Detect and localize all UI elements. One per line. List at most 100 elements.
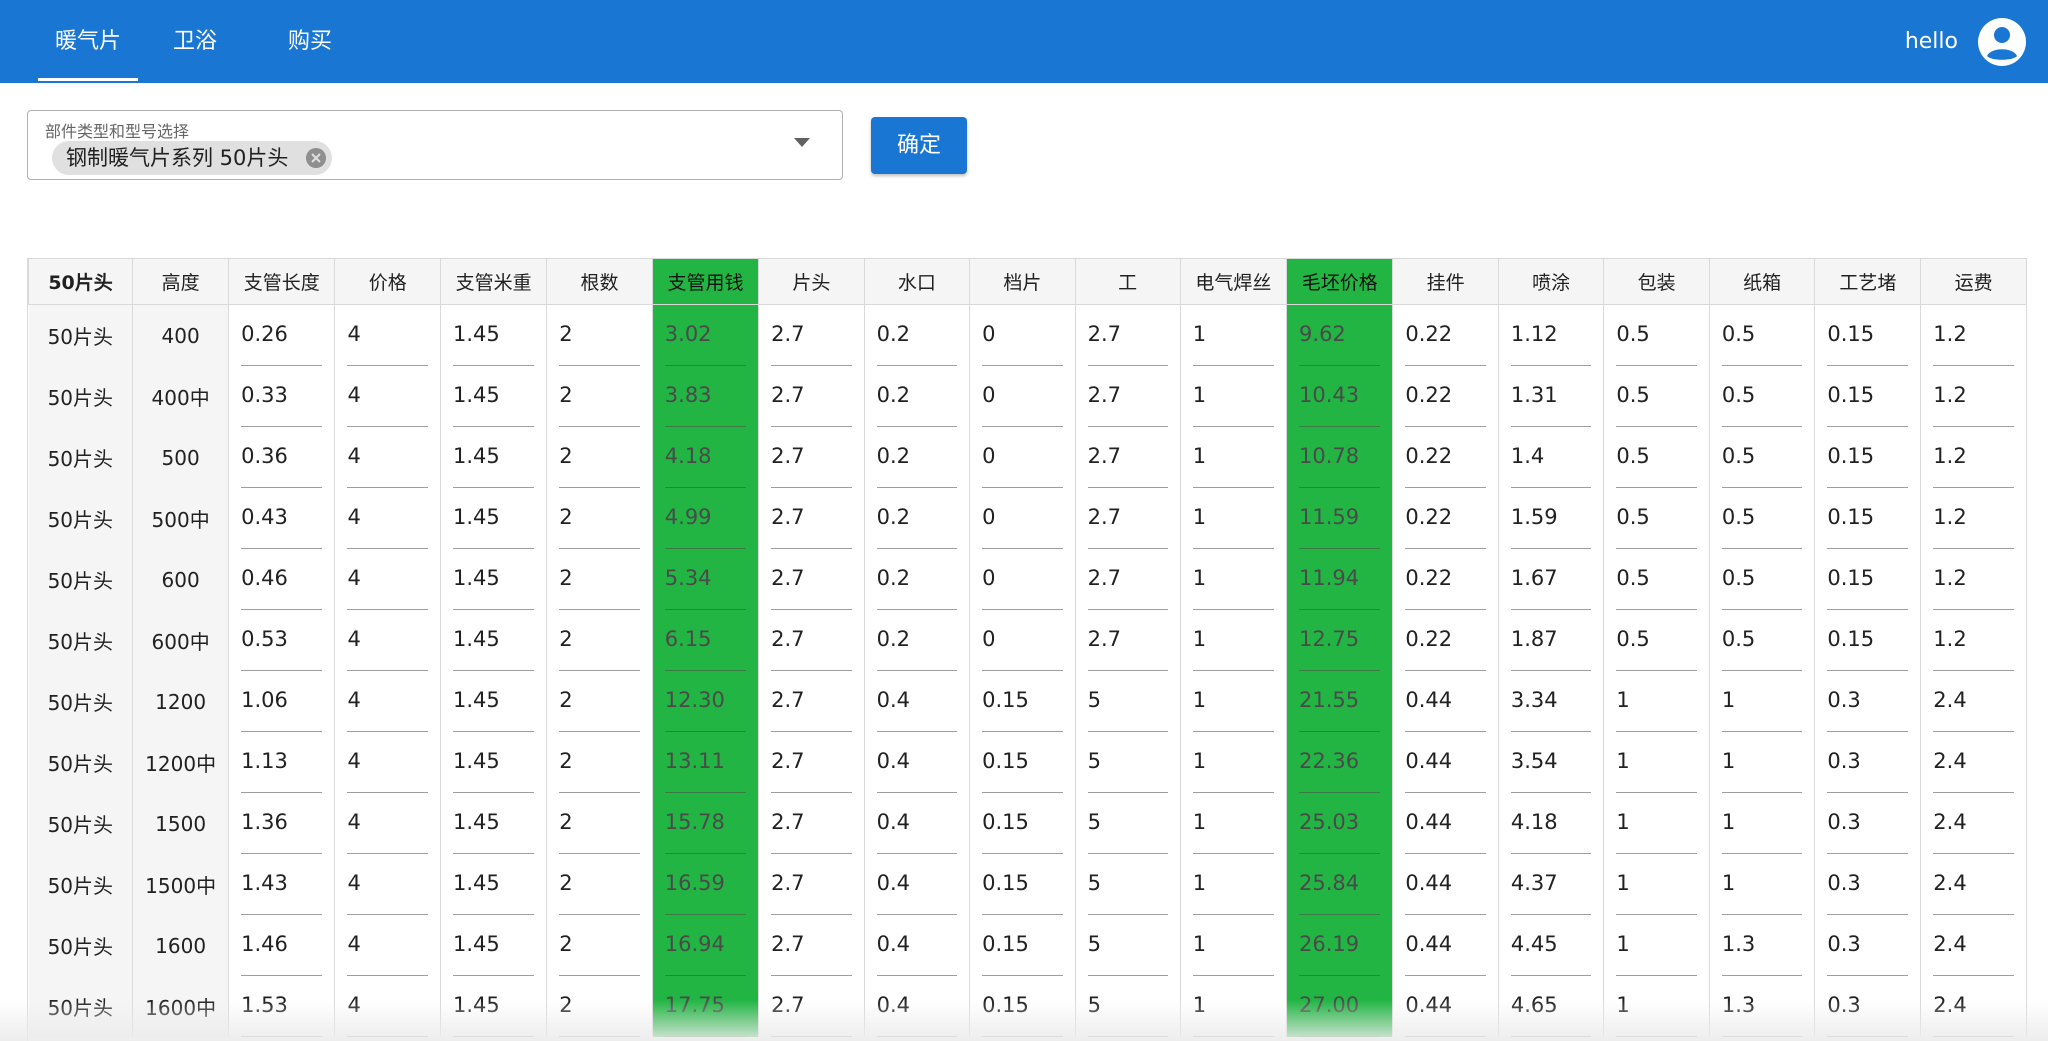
cell-value[interactable]: 2 <box>559 383 573 407</box>
cell-value[interactable]: 4 <box>347 932 361 956</box>
cell-value[interactable]: 0.15 <box>1827 627 1875 651</box>
cell-value[interactable]: 4 <box>347 566 361 590</box>
cell-value[interactable]: 1.45 <box>452 871 500 895</box>
cell-value[interactable]: 0.15 <box>982 871 1029 895</box>
editable-cell[interactable]: 1 <box>1180 488 1288 549</box>
editable-cell[interactable]: 25.03 <box>1286 793 1394 854</box>
editable-cell[interactable]: 1 <box>1603 732 1710 793</box>
cell-value[interactable]: 0.5 <box>1616 566 1650 590</box>
editable-cell[interactable]: 4 <box>334 366 441 427</box>
editable-cell[interactable]: 2.7 <box>758 732 865 793</box>
editable-cell[interactable]: 1.2 <box>1920 549 2027 610</box>
editable-cell[interactable]: 0.3 <box>1814 671 1922 732</box>
cell-value[interactable]: 16.94 <box>664 932 725 956</box>
editable-cell[interactable]: 25.84 <box>1286 854 1394 915</box>
cell-value[interactable]: 2.7 <box>1087 383 1122 407</box>
cell-value[interactable]: 2.4 <box>1933 932 1967 956</box>
cell-value[interactable]: 1 <box>1192 383 1207 407</box>
cell-value[interactable]: 2.7 <box>1087 322 1122 346</box>
cell-value[interactable]: 10.78 <box>1299 444 1360 468</box>
cell-value[interactable]: 1.12 <box>1510 322 1558 346</box>
editable-cell[interactable]: 1.3 <box>1709 915 1816 976</box>
editable-cell[interactable]: 1.13 <box>228 732 336 793</box>
editable-cell[interactable]: 1 <box>1709 854 1816 915</box>
editable-cell[interactable]: 10.78 <box>1286 427 1394 488</box>
cell-value[interactable]: 25.03 <box>1299 810 1360 834</box>
editable-cell[interactable]: 5 <box>1075 732 1181 793</box>
editable-cell[interactable]: 0.2 <box>864 549 971 610</box>
cell-value[interactable]: 3.34 <box>1510 688 1558 712</box>
cell-value[interactable]: 0.15 <box>982 749 1029 773</box>
cell-value[interactable]: 2.4 <box>1933 871 1967 895</box>
cell-value[interactable]: 0.5 <box>1721 383 1756 407</box>
cell-value[interactable]: 1.13 <box>241 749 288 773</box>
cell-value[interactable]: 1 <box>1192 444 1207 468</box>
editable-cell[interactable]: 1.45 <box>440 854 548 915</box>
cell-value[interactable]: 2.7 <box>771 383 805 407</box>
cell-value[interactable]: 0.4 <box>876 810 911 834</box>
editable-cell[interactable]: 1.12 <box>1498 304 1605 366</box>
editable-cell[interactable]: 1.45 <box>440 671 548 732</box>
editable-cell[interactable]: 2.7 <box>758 793 865 854</box>
cell-value[interactable]: 1 <box>1192 566 1207 590</box>
editable-cell[interactable]: 4 <box>334 732 441 793</box>
cell-value[interactable]: 25.84 <box>1299 871 1360 895</box>
editable-cell[interactable]: 0.4 <box>864 732 971 793</box>
cell-value[interactable]: 1.45 <box>452 566 500 590</box>
editable-cell[interactable]: 2.7 <box>758 915 865 976</box>
cell-value[interactable]: 0.5 <box>1616 505 1650 529</box>
cell-value[interactable]: 1 <box>1616 688 1630 712</box>
editable-cell[interactable]: 0.5 <box>1603 304 1710 366</box>
editable-cell[interactable]: 1 <box>1603 671 1710 732</box>
editable-cell[interactable]: 1.06 <box>228 671 336 732</box>
cell-value[interactable]: 0.2 <box>876 505 911 529</box>
editable-cell[interactable]: 2.7 <box>1075 304 1181 366</box>
cell-value[interactable]: 2 <box>559 322 573 346</box>
editable-cell[interactable]: 1.2 <box>1920 304 2027 366</box>
editable-cell[interactable]: 0.4 <box>864 793 971 854</box>
cell-value[interactable]: 2 <box>559 688 573 712</box>
cell-value[interactable]: 22.36 <box>1299 749 1360 773</box>
cell-value[interactable]: 2.7 <box>1087 444 1122 468</box>
editable-cell[interactable]: 0.5 <box>1709 488 1816 549</box>
cell-value[interactable]: 1.2 <box>1933 322 1967 346</box>
cell-value[interactable]: 4 <box>347 871 361 895</box>
cell-value[interactable]: 4.99 <box>664 505 712 529</box>
editable-cell[interactable]: 0.2 <box>864 610 971 671</box>
editable-cell[interactable]: 0.5 <box>1709 366 1816 427</box>
cell-value[interactable]: 4.37 <box>1510 871 1558 895</box>
editable-cell[interactable]: 4 <box>334 610 441 671</box>
cell-value[interactable]: 1 <box>1616 871 1630 895</box>
cell-value[interactable]: 0.5 <box>1721 505 1756 529</box>
cell-value[interactable]: 0.2 <box>876 627 911 651</box>
cell-value[interactable]: 0.4 <box>876 871 911 895</box>
cell-value[interactable]: 1.45 <box>452 505 500 529</box>
editable-cell[interactable]: 0.44 <box>1392 915 1499 976</box>
editable-cell[interactable]: 1.45 <box>440 610 548 671</box>
cell-value[interactable]: 0 <box>982 383 996 407</box>
cell-value[interactable]: 4.45 <box>1510 932 1558 956</box>
editable-cell[interactable]: 4 <box>334 854 441 915</box>
editable-cell[interactable]: 0.53 <box>228 610 336 671</box>
cell-value[interactable]: 1 <box>1616 749 1630 773</box>
cell-value[interactable]: 1 <box>1721 688 1736 712</box>
editable-cell[interactable]: 0.5 <box>1603 488 1710 549</box>
editable-cell[interactable]: 4.45 <box>1498 915 1605 976</box>
cell-value[interactable]: 0.26 <box>241 322 288 346</box>
cell-value[interactable]: 0.15 <box>1827 444 1875 468</box>
cell-value[interactable]: 0.5 <box>1616 383 1650 407</box>
cell-value[interactable]: 3.02 <box>664 322 712 346</box>
editable-cell[interactable]: 0.36 <box>228 427 336 488</box>
editable-cell[interactable]: 0 <box>969 610 1076 671</box>
cell-value[interactable]: 0.22 <box>1405 566 1453 590</box>
editable-cell[interactable]: 2.7 <box>758 488 865 549</box>
cell-value[interactable]: 15.78 <box>664 810 725 834</box>
cell-value[interactable]: 0.22 <box>1405 444 1453 468</box>
cell-value[interactable]: 1.2 <box>1933 566 1967 590</box>
tab-bathroom[interactable]: 卫浴 <box>172 29 217 54</box>
editable-cell[interactable]: 1 <box>1709 732 1816 793</box>
cell-value[interactable]: 0.5 <box>1616 322 1650 346</box>
cell-value[interactable]: 1 <box>1192 627 1207 651</box>
editable-cell[interactable]: 3.83 <box>652 366 760 427</box>
cell-value[interactable]: 0.15 <box>982 810 1029 834</box>
